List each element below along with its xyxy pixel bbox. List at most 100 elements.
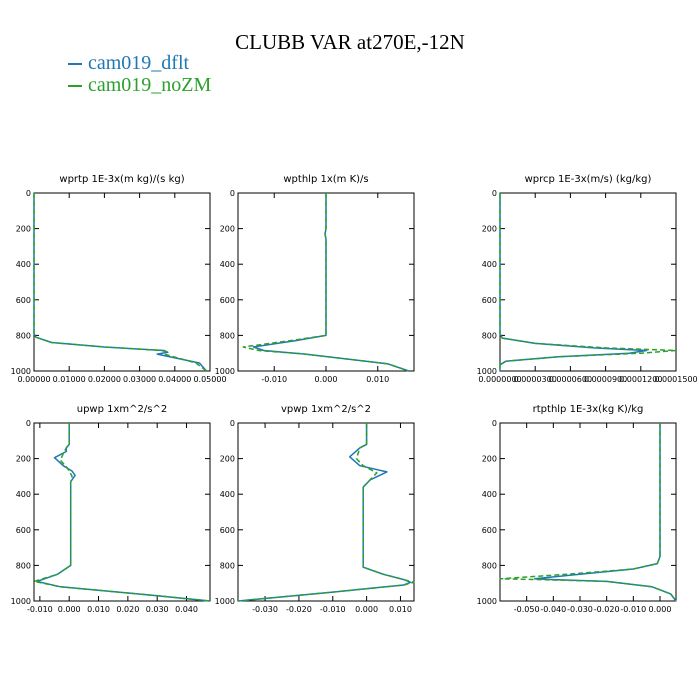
y-tick-label: 1000 <box>477 597 497 606</box>
x-tick-label: -0.010 <box>261 375 287 384</box>
series-line <box>242 193 410 372</box>
y-tick-label: 400 <box>220 260 235 269</box>
y-tick-label: 800 <box>16 331 31 340</box>
x-tick-label: 0.0000600 <box>549 375 592 384</box>
x-tick-label: 0.010 <box>389 605 412 614</box>
plot-frame <box>499 192 677 372</box>
chart-panel: wprcp 1E-3x(m/s) (kg/kg) 0 200 400 600 800 100… <box>477 174 698 384</box>
chart-title: wpthlp 1x(m K)/s <box>283 174 368 185</box>
chart-title: upwp 1xm^2/s^2 <box>77 404 167 415</box>
x-tick-label: 0.040 <box>175 605 198 614</box>
legend-item-nozm: cam019_noZM <box>68 74 211 96</box>
y-tick-label: 800 <box>220 331 235 340</box>
series-line <box>33 193 208 372</box>
series-line <box>499 193 677 371</box>
x-tick-label: -0.020 <box>286 605 312 614</box>
y-tick-label: 600 <box>482 296 497 305</box>
series-line <box>33 423 211 602</box>
y-tick-label: 200 <box>16 455 31 464</box>
x-tick-label: 0.000 <box>355 605 378 614</box>
y-tick-label: 400 <box>16 490 31 499</box>
x-tick-label: 0.01000 <box>53 375 86 384</box>
chart-panel: vpwp 1xm^2/s^2 0 200 400 600 800 1000 -0.030 -0.… <box>215 404 415 614</box>
y-tick-label: 200 <box>16 225 31 234</box>
x-tick-label: -0.030 <box>252 605 278 614</box>
series-line <box>237 423 415 602</box>
x-tick-label: 0.0001500 <box>654 375 697 384</box>
x-tick-label: -0.010 <box>27 605 53 614</box>
x-tick-label: 0.05000 <box>193 375 226 384</box>
x-tick-label: -0.010 <box>620 605 646 614</box>
legend-label-nozm: cam019_noZM <box>88 74 212 96</box>
y-tick-label: 600 <box>220 296 235 305</box>
x-tick-label: -0.030 <box>567 605 593 614</box>
y-tick-label: 0 <box>230 419 235 428</box>
y-tick-label: 200 <box>220 455 235 464</box>
y-tick-label: 200 <box>482 455 497 464</box>
y-tick-label: 400 <box>16 260 31 269</box>
plot-frame <box>499 422 677 602</box>
series-line <box>33 193 207 372</box>
chart-panel: rtpthlp 1E-3x(kg K)/kg 0 200 400 600 800 1000 -… <box>477 404 677 614</box>
y-tick-label: 400 <box>482 490 497 499</box>
x-tick-label: 0.000 <box>58 605 81 614</box>
y-tick-label: 600 <box>16 526 31 535</box>
y-tick-label: 800 <box>16 561 31 570</box>
legend-label-dflt: cam019_dflt <box>88 52 190 74</box>
legend: cam019_dflt cam019_noZM <box>68 52 211 96</box>
y-tick-label: 600 <box>220 526 235 535</box>
legend-item-dflt: cam019_dflt <box>68 52 211 74</box>
x-tick-label: 0.010 <box>87 605 110 614</box>
y-tick-label: 0 <box>26 419 31 428</box>
y-tick-label: 0 <box>26 189 31 198</box>
x-tick-label: 0.000 <box>315 375 338 384</box>
x-tick-label: 0.010 <box>366 375 389 384</box>
x-tick-label: -0.010 <box>320 605 346 614</box>
chart-panel: wprtp 1E-3x(m kg)/(s kg) 0 200 400 600 800 100… <box>11 174 227 384</box>
x-tick-label: 0.000 <box>649 605 672 614</box>
y-tick-label: 800 <box>220 561 235 570</box>
x-tick-label: 0.0000000 <box>478 375 521 384</box>
y-tick-label: 0 <box>492 189 497 198</box>
x-tick-label: 0.0000300 <box>514 375 557 384</box>
plot-frame <box>237 422 415 602</box>
chart-title: wprcp 1E-3x(m/s) (kg/kg) <box>525 174 652 185</box>
series-line <box>499 423 677 602</box>
x-tick-label: 0.0000900 <box>584 375 627 384</box>
y-tick-label: 1000 <box>11 597 31 606</box>
x-tick-label: 0.02000 <box>88 375 121 384</box>
y-tick-label: 1000 <box>215 597 235 606</box>
page-title: CLUBB VAR at270E,-12N <box>235 30 465 54</box>
y-tick-label: 600 <box>16 296 31 305</box>
y-tick-label: 1000 <box>477 367 497 376</box>
plot-frame <box>33 192 211 372</box>
y-tick-label: 200 <box>220 225 235 234</box>
y-tick-label: 0 <box>492 419 497 428</box>
y-tick-label: 400 <box>220 490 235 499</box>
legend-swatch-nozm <box>68 85 82 88</box>
x-tick-label: 0.04000 <box>158 375 191 384</box>
series-line <box>252 193 410 372</box>
y-tick-label: 1000 <box>215 367 235 376</box>
x-tick-label: 0.00000 <box>17 375 50 384</box>
chart-title: rtpthlp 1E-3x(kg K)/kg <box>533 404 644 415</box>
x-tick-label: 0.020 <box>116 605 139 614</box>
chart-title: vpwp 1xm^2/s^2 <box>281 404 371 415</box>
plot-frame <box>33 422 211 602</box>
legend-swatch-dflt <box>68 63 82 66</box>
y-tick-label: 200 <box>482 225 497 234</box>
x-tick-label: 0.030 <box>146 605 169 614</box>
series-line <box>36 423 211 602</box>
chart-panel: wpthlp 1x(m K)/s 0 200 400 600 800 1000 -0.010 0… <box>215 174 415 384</box>
y-tick-label: 0 <box>230 189 235 198</box>
y-tick-label: 800 <box>482 331 497 340</box>
x-tick-label: -0.020 <box>594 605 620 614</box>
y-tick-label: 600 <box>482 526 497 535</box>
y-tick-label: 400 <box>482 260 497 269</box>
y-tick-label: 800 <box>482 561 497 570</box>
x-tick-label: 0.03000 <box>123 375 156 384</box>
x-tick-label: -0.050 <box>514 605 540 614</box>
x-tick-label: -0.040 <box>540 605 566 614</box>
y-tick-label: 1000 <box>11 367 31 376</box>
